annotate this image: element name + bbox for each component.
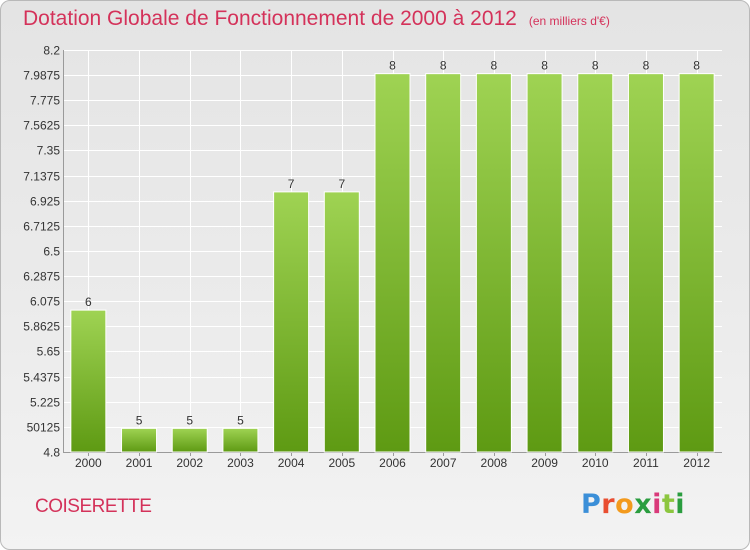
- data-label: 8: [440, 59, 447, 73]
- commune-name: COISERETTE: [35, 496, 152, 517]
- data-label: 8: [592, 59, 599, 73]
- x-tick-label: 2000: [75, 456, 102, 470]
- logo-letter: x: [634, 489, 653, 520]
- y-tick-label: 7.775: [30, 94, 60, 108]
- data-label: 7: [338, 177, 345, 191]
- y-tick-label: 5.225: [30, 396, 60, 410]
- x-tick-label: 2011: [633, 456, 659, 470]
- y-tick-label: 6.7125: [23, 220, 60, 234]
- bar: [475, 73, 512, 453]
- chart-subtitle: (en milliers d'€): [528, 14, 610, 28]
- data-label: 5: [186, 413, 193, 427]
- x-tick-label: 2002: [176, 456, 203, 470]
- bar: [222, 427, 259, 453]
- data-label: 5: [237, 413, 244, 427]
- y-tick-label: 5.4375: [23, 371, 60, 385]
- x-tick-label: 2008: [481, 456, 508, 470]
- y-tick-label: 6.2875: [23, 270, 60, 284]
- x-tick-label: 2003: [227, 456, 254, 470]
- logo-letter: i: [652, 489, 662, 520]
- bar: [121, 427, 158, 453]
- bar: [577, 73, 614, 453]
- bar: [678, 73, 715, 453]
- chart-title-text: Dotation Globale de Fonctionnement de 20…: [23, 7, 517, 30]
- data-labels: 6 5 5 5 7 7 8 8 8 8 8 8 8: [85, 59, 700, 428]
- y-tick-label: 7.35: [37, 144, 61, 158]
- proxiti-logo: Proxiti: [581, 489, 685, 520]
- x-tick-label: 2010: [582, 456, 609, 470]
- x-tick-label: 2012: [683, 456, 710, 470]
- y-tick-label: 7.5625: [23, 119, 60, 133]
- x-tick-labels: 2000 2001 2002 2003 2004 2005 2006 2007 2008 2009…: [75, 456, 710, 470]
- bar: [374, 73, 411, 453]
- y-tick-label: 5.65: [37, 345, 61, 359]
- data-label: 7: [288, 177, 295, 191]
- logo-letter: P: [581, 489, 602, 520]
- logo-letter: r: [601, 489, 616, 520]
- logo-letter: i: [675, 489, 686, 520]
- bar: [425, 73, 462, 453]
- data-label: 8: [693, 59, 700, 73]
- x-tick-label: 2007: [430, 456, 457, 470]
- y-tick-label: 6.925: [30, 195, 60, 209]
- logo-letter: o: [615, 489, 635, 520]
- bars: [70, 73, 715, 453]
- logo-letter: t: [661, 489, 676, 520]
- y-tick-label: 6.5: [43, 245, 60, 259]
- x-tick-label: 2009: [531, 456, 558, 470]
- y-tick-label: 8.2: [43, 44, 60, 58]
- data-label: 6: [85, 295, 92, 309]
- bar: [323, 191, 360, 453]
- x-tick-label: 2001: [126, 456, 153, 470]
- data-label: 8: [643, 59, 650, 73]
- bar: [171, 427, 208, 453]
- x-tick-label: 2005: [328, 456, 355, 470]
- y-tick-label: 4.8: [43, 446, 60, 460]
- axes: [63, 50, 722, 456]
- chart-title: Dotation Globale de Fonctionnement de 20…: [23, 7, 610, 31]
- data-label: 5: [136, 413, 143, 427]
- x-tick-label: 2004: [278, 456, 305, 470]
- data-label: 8: [541, 59, 548, 73]
- y-tick-label: 50125: [27, 421, 61, 435]
- bar: [526, 73, 563, 453]
- y-tick-labels: 4.8 50125 5.225 5.4375 5.65 5.8625 6.075 6.2875…: [23, 44, 60, 460]
- y-tick-label: 6.075: [30, 295, 60, 309]
- bar: [70, 309, 107, 453]
- bar: [273, 191, 310, 453]
- y-tick-label: 7.9875: [23, 69, 60, 83]
- x-tick-label: 2006: [379, 456, 406, 470]
- y-tick-label: 7.1375: [23, 170, 60, 184]
- bar: [627, 73, 664, 453]
- y-tick-label: 5.8625: [23, 320, 60, 334]
- data-label: 8: [389, 59, 396, 73]
- data-label: 8: [491, 59, 498, 73]
